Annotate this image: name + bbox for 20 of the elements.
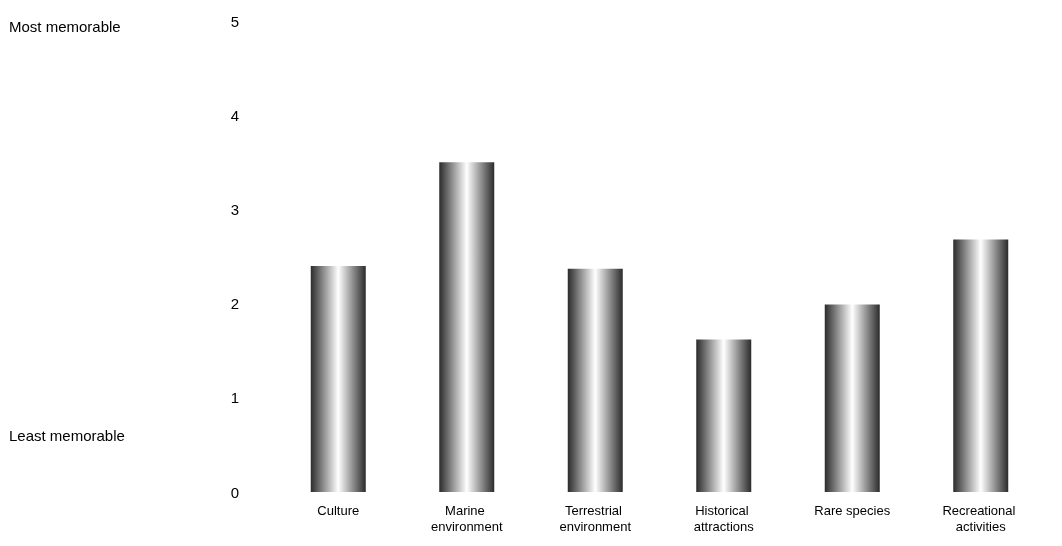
x-tick-label: Marine environment [430, 502, 503, 534]
text: Least memorable [9, 427, 125, 444]
x-tick-label: Recreational activities [942, 502, 1020, 534]
bar [567, 268, 623, 492]
x-tick-label: Historical attractions [693, 502, 755, 534]
y-tick-label: 0 [230, 483, 239, 501]
x-tick-label: Rare species [814, 502, 891, 518]
y-tick-label: 4 [230, 106, 239, 124]
bar [824, 304, 880, 492]
text: Most memorable [9, 18, 121, 35]
y-tick-label: 5 [230, 12, 239, 30]
y-tick-label: 1 [230, 389, 239, 407]
x-tick-label: Culture [317, 502, 360, 518]
bar [953, 239, 1009, 492]
bar [310, 265, 366, 492]
bar [696, 339, 752, 492]
bar [439, 162, 495, 492]
y-tick-label: 3 [230, 200, 239, 218]
x-tick-label: Terrestrial environment [559, 502, 632, 534]
y-tick-label: 2 [230, 295, 239, 313]
